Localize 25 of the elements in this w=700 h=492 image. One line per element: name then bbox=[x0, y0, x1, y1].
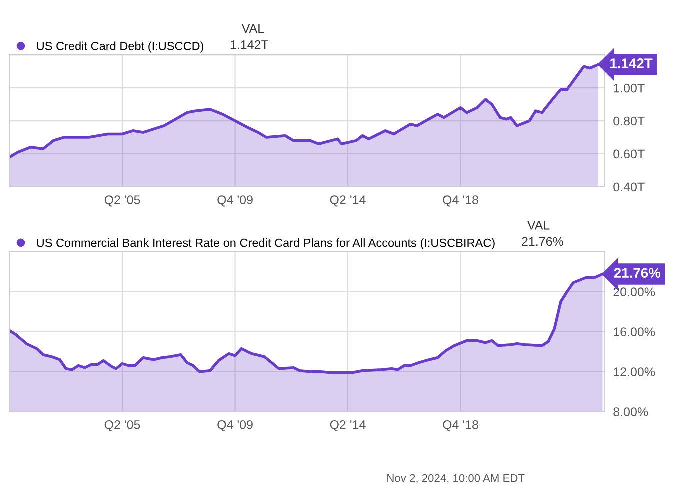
data-label: 21.76% bbox=[614, 268, 661, 278]
y-tick-label: 8.00% bbox=[614, 408, 648, 416]
text: VAL bbox=[242, 24, 264, 33]
x-tick-label: Q2 '14 bbox=[330, 196, 366, 207]
legend-label: US Credit Card Debt (I:USCCD) bbox=[37, 42, 204, 53]
x-tick-label: Q2 '14 bbox=[330, 420, 366, 432]
x-tick-label: Q4 '18 bbox=[443, 420, 478, 432]
y-tick-label: 20.00% bbox=[614, 288, 656, 297]
y-tick-label: 16.00% bbox=[614, 328, 656, 337]
y-tick-label: 1.00T bbox=[614, 84, 645, 93]
y-tick-label: 12.00% bbox=[614, 368, 656, 376]
x-tick-label: Q4 '09 bbox=[218, 196, 253, 207]
y-tick-label: 0.60T bbox=[614, 150, 645, 159]
text: 21.76% bbox=[522, 237, 564, 246]
x-tick-label: Q2 '05 bbox=[104, 196, 140, 207]
text: VAL bbox=[528, 221, 550, 230]
data-label: 1.142T bbox=[610, 58, 653, 68]
text: 1.142T bbox=[230, 40, 269, 50]
y-tick-label: 0.40T bbox=[614, 182, 645, 192]
legend-label: US Commercial Bank Interest Rate on Credit Card Plans for All Accounts (I:USCBIRAC) bbox=[37, 238, 495, 250]
x-tick-label: Q4 '09 bbox=[218, 420, 253, 432]
x-tick-label: Q4 '18 bbox=[443, 196, 478, 207]
x-tick-label: Q2 '05 bbox=[104, 420, 140, 432]
y-tick-label: 0.80T bbox=[614, 116, 645, 126]
text: Nov 2, 2024, 10:00 AM EDT bbox=[388, 474, 525, 484]
